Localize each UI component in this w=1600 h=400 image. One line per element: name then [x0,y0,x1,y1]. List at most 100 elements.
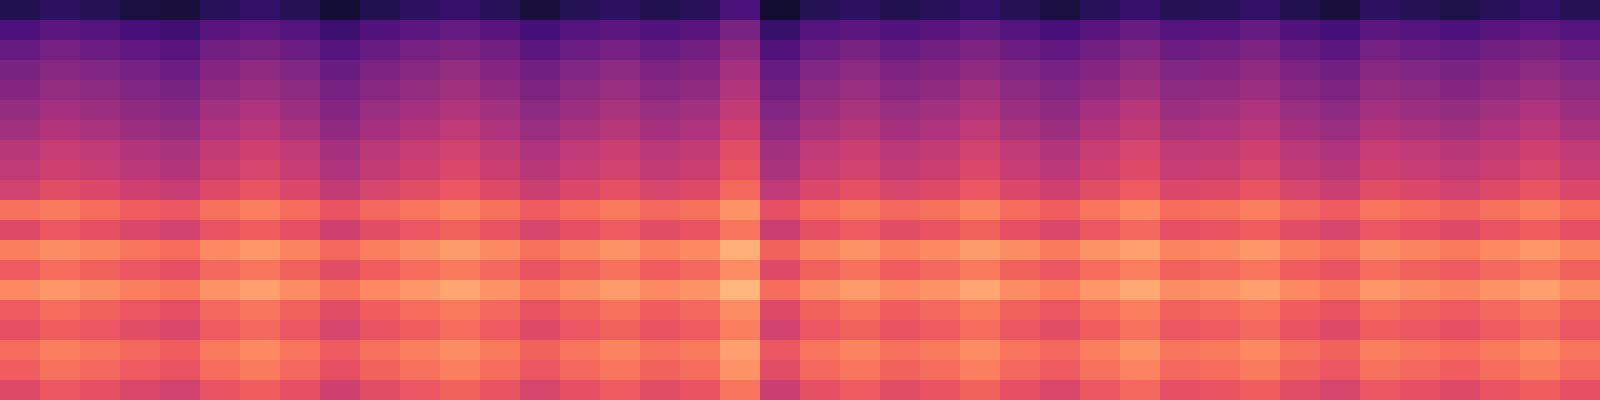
heat-cell [1280,240,1321,261]
heat-cell [1360,80,1401,101]
heat-cell [440,200,481,221]
heat-cell [240,200,281,221]
heat-cell [1160,80,1201,101]
heat-cell [760,180,801,201]
heat-cell [1080,100,1121,121]
heat-cell [1160,300,1201,321]
heat-cell [1360,380,1401,400]
heat-cell [40,240,81,261]
heat-cell [960,180,1001,201]
heat-cell [1040,40,1081,61]
heat-cell [240,20,281,41]
heat-cell [1400,80,1441,101]
heat-cell [360,280,401,301]
heat-cell [1480,120,1521,141]
heat-cell [160,200,201,221]
heat-cell [480,300,521,321]
heat-cell [960,340,1001,361]
heat-cell [680,360,721,381]
heat-cell [760,140,801,161]
heat-cell [680,40,721,61]
heat-cell [520,180,561,201]
heat-cell [1280,300,1321,321]
heat-cell [960,240,1001,261]
heat-cell [1040,360,1081,381]
heat-cell [80,260,121,281]
heat-cell [680,320,721,341]
heat-cell [520,380,561,400]
heat-cell [960,0,1001,21]
heat-cell [1400,340,1441,361]
heat-cell [1280,140,1321,161]
heat-cell [1080,200,1121,221]
heat-cell [160,240,201,261]
heat-cell [560,0,601,21]
heat-cell [1480,380,1521,400]
heat-cell [1040,300,1081,321]
heat-cell [80,180,121,201]
heat-cell [560,20,601,41]
heat-cell [880,300,921,321]
heat-cell [1200,220,1241,241]
heat-cell [160,40,201,61]
heat-cell [40,340,81,361]
heat-cell [760,280,801,301]
heat-cell [0,40,41,61]
heat-cell [760,80,801,101]
heat-cell [480,160,521,181]
heat-cell [1120,40,1161,61]
heat-cell [1280,60,1321,81]
heat-cell [1040,60,1081,81]
heat-cell [400,200,441,221]
heat-cell [680,0,721,21]
heat-cell [120,200,161,221]
heat-cell [1520,20,1561,41]
heat-cell [920,320,961,341]
heat-cell [40,320,81,341]
heat-cell [640,340,681,361]
heat-cell [640,300,681,321]
heat-cell [520,80,561,101]
heat-cell [0,360,41,381]
heat-cell [320,160,361,181]
heat-cell [1520,220,1561,241]
heat-cell [1360,140,1401,161]
heat-cell [200,140,241,161]
heat-cell [160,320,201,341]
heat-cell [840,60,881,81]
heat-cell [1280,200,1321,221]
heat-cell [40,0,81,21]
heat-cell [1120,360,1161,381]
heat-cell [1080,260,1121,281]
heat-cell [240,220,281,241]
heat-cell [560,240,601,261]
heat-cell [1000,180,1041,201]
heat-cell [680,380,721,400]
heat-cell [1400,360,1441,381]
heat-cell [1320,240,1361,261]
heat-cell [1480,100,1521,121]
heat-cell [1400,40,1441,61]
heat-cell [1120,120,1161,141]
heat-cell [760,380,801,400]
heat-cell [920,300,961,321]
heat-cell [320,260,361,281]
heat-cell [960,300,1001,321]
heat-cell [960,120,1001,141]
heat-cell [520,340,561,361]
heat-cell [1440,180,1481,201]
heat-cell [840,360,881,381]
heat-cell [800,280,841,301]
heat-cell [720,80,761,101]
heat-cell [960,140,1001,161]
heat-cell [1080,40,1121,61]
heat-cell [1200,180,1241,201]
heat-cell [800,260,841,281]
heat-cell [680,60,721,81]
heat-cell [1400,60,1441,81]
heat-cell [1320,180,1361,201]
heat-cell [1240,80,1281,101]
heat-cell [1360,180,1401,201]
heat-cell [1440,360,1481,381]
heat-cell [800,20,841,41]
